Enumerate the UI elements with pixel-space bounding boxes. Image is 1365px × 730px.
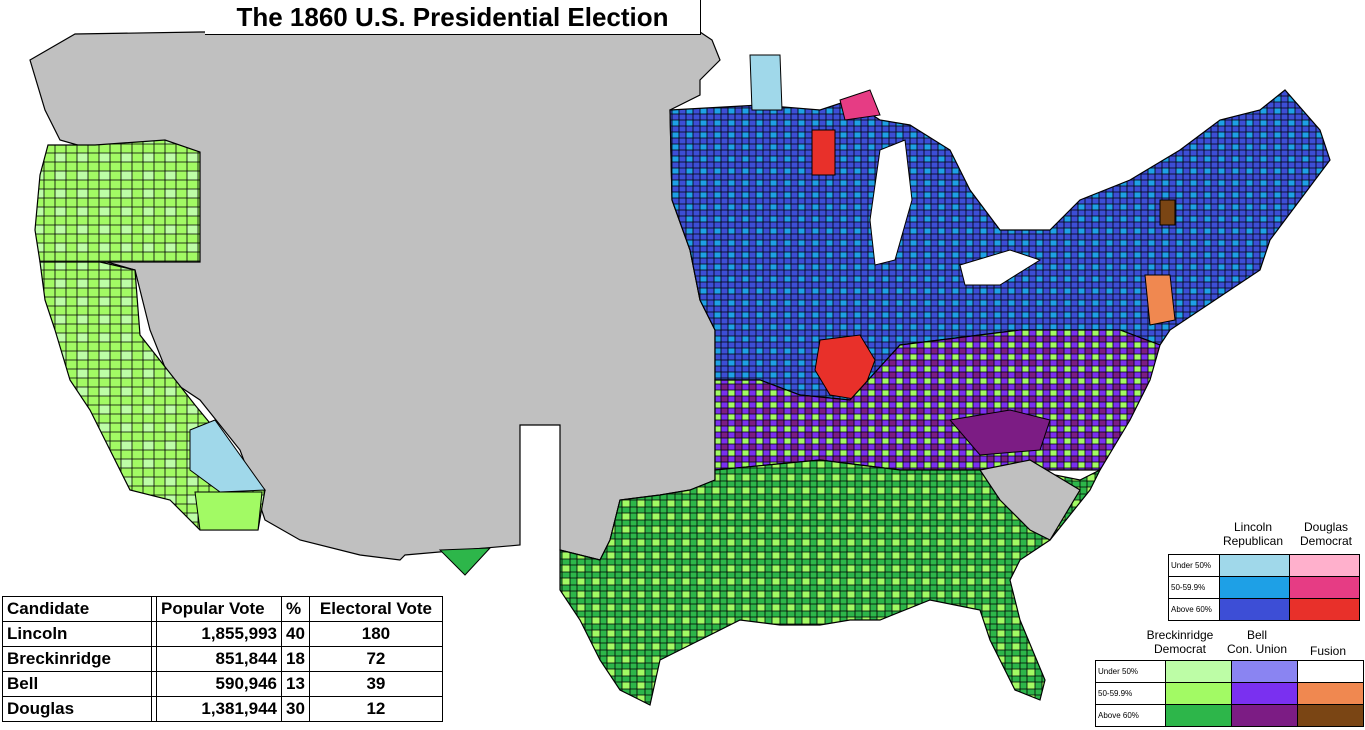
swatch-bell-under50 [1230, 660, 1298, 683]
swatch-breckinridge-50-60 [1164, 682, 1232, 705]
legend-republican-douglas: Lincoln Republican Douglas Democrat Unde… [1168, 516, 1364, 624]
legend-col-lincoln: Lincoln Republican [1222, 520, 1284, 548]
electoral-vote: 72 [308, 646, 443, 672]
legend-row-label: Above 60% [1168, 598, 1220, 621]
table-header-row: Candidate Popular Vote % Electoral Vote [2, 596, 443, 622]
header-percent: % [281, 596, 310, 622]
vote-percent: 30 [281, 696, 310, 722]
legend-row-label: 50-59.9% [1095, 682, 1166, 705]
popular-vote: 1,855,993 [156, 621, 282, 647]
swatch-lincoln-50-60 [1219, 576, 1290, 599]
swatch-breckinridge-above60 [1164, 704, 1232, 727]
legend-swatch-grid: Under 50% 50-59.9% Above 60% [1095, 660, 1365, 727]
swatch-fusion-above60 [1296, 704, 1365, 727]
california-desert-county [189, 419, 266, 493]
legend-row-label: Under 50% [1095, 660, 1166, 683]
lake-erie [959, 249, 1042, 286]
new-jersey-fusion [1144, 274, 1176, 326]
vote-percent: 13 [281, 671, 310, 697]
swatch-bell-50-60 [1230, 682, 1298, 705]
vote-percent: 40 [281, 621, 310, 647]
swatch-lincoln-under50 [1219, 554, 1290, 577]
legend-row-label: Under 50% [1168, 554, 1220, 577]
swatch-fusion-50-60 [1296, 682, 1365, 705]
south-carolina [979, 459, 1081, 541]
swatch-douglas-50-60 [1289, 576, 1360, 599]
legend-col-douglas: Douglas Democrat [1299, 520, 1352, 548]
swatch-douglas-under50 [1289, 554, 1360, 577]
legend-row-label: 50-59.9% [1168, 576, 1220, 599]
legend-row-label: Above 60% [1095, 704, 1166, 727]
legend-col-fusion: Fusion [1309, 644, 1347, 658]
minnesota-unorganized [749, 54, 783, 111]
table-row: Breckinridge 851,844 18 72 [2, 646, 443, 672]
oregon [34, 139, 201, 263]
header-electoral-vote: Electoral Vote [308, 596, 443, 622]
popular-vote: 590,946 [156, 671, 282, 697]
electoral-vote: 180 [308, 621, 443, 647]
swatch-fusion-under50 [1296, 660, 1365, 683]
legend-swatch-grid: Under 50% 50-59.9% Above 60% [1168, 554, 1360, 621]
southern-states [559, 459, 1102, 706]
swatch-douglas-above60 [1289, 598, 1360, 621]
tennessee-bell-region [949, 409, 1051, 456]
candidate-name: Bell [2, 671, 152, 697]
popular-vote: 1,381,944 [156, 696, 282, 722]
lake-michigan [869, 139, 913, 266]
electoral-vote: 12 [308, 696, 443, 722]
candidate-name: Douglas [2, 696, 152, 722]
texas-west-county [438, 547, 492, 576]
header-candidate: Candidate [2, 596, 152, 622]
candidate-name: Lincoln [2, 621, 152, 647]
swatch-lincoln-above60 [1219, 598, 1290, 621]
results-table: Candidate Popular Vote % Electoral Vote … [2, 596, 443, 722]
california-south-county [194, 491, 263, 531]
new-jersey-fusion-strong [1159, 199, 1176, 226]
wisconsin-douglas-county [811, 129, 836, 176]
candidate-name: Breckinridge [2, 646, 152, 672]
legend-col-bell: Bell Con. Union [1226, 628, 1288, 656]
legend-breckinridge-bell-fusion: Breckinridge Democrat Bell Con. Union Fu… [1095, 626, 1365, 730]
table-row: Lincoln 1,855,993 40 180 [2, 621, 443, 647]
map-title: The 1860 U.S. Presidential Election [205, 0, 701, 35]
upper-michigan-douglas [839, 89, 881, 121]
electoral-vote: 39 [308, 671, 443, 697]
table-row: Douglas 1,381,944 30 12 [2, 696, 443, 722]
swatch-breckinridge-under50 [1164, 660, 1232, 683]
popular-vote: 851,844 [156, 646, 282, 672]
table-row: Bell 590,946 13 39 [2, 671, 443, 697]
legend-col-breckinridge: Breckinridge Democrat [1146, 628, 1214, 656]
vote-percent: 18 [281, 646, 310, 672]
western-territories [29, 31, 721, 561]
swatch-bell-above60 [1230, 704, 1298, 727]
header-popular-vote: Popular Vote [156, 596, 282, 622]
